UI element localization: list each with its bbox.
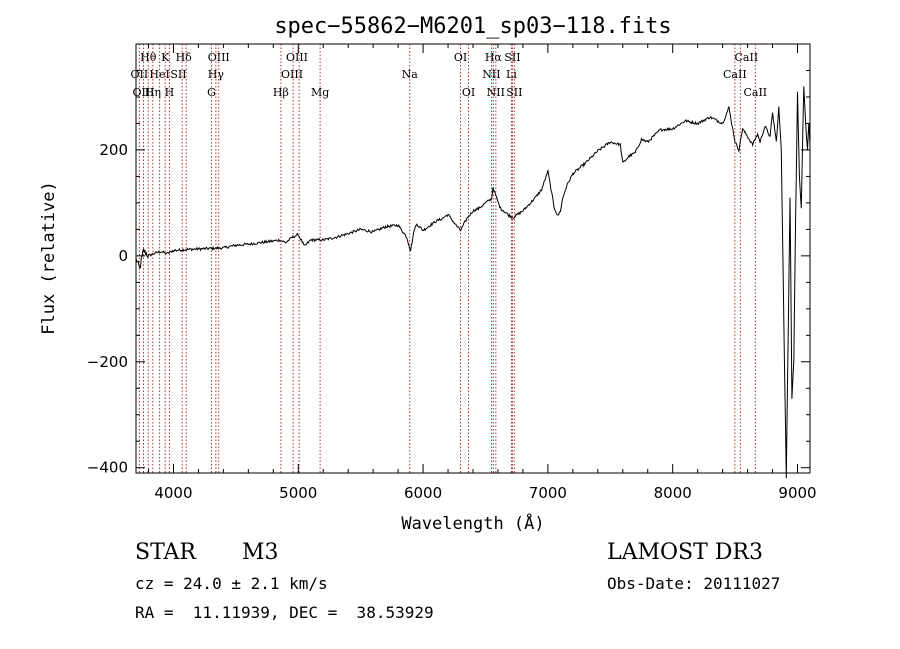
x-tick-label: 4000 xyxy=(154,484,192,502)
spectral-line-label: OIII xyxy=(281,68,303,81)
y-tick-label: −400 xyxy=(87,459,128,477)
spectral-line-label: Hθ xyxy=(140,51,157,64)
y-axis: −400 −200 0 200 xyxy=(87,69,810,477)
plot-frame xyxy=(135,43,811,474)
spectral-line-label: SII xyxy=(506,86,522,99)
spectrum-series xyxy=(135,86,811,479)
spectral-line-label: OIII xyxy=(208,51,230,64)
spectral-line-label: SII xyxy=(170,68,186,81)
x-tick-label: 8000 xyxy=(654,484,692,502)
spectral-line-label: NII xyxy=(482,68,500,81)
x-axis: 4000 5000 6000 7000 8000 9000 xyxy=(147,44,817,502)
object-subclass: M3 xyxy=(242,540,279,565)
spectral-line-label: CaII xyxy=(735,51,759,64)
y-tick-label: 0 xyxy=(118,247,128,265)
y-tick-label: −200 xyxy=(87,353,128,371)
spectral-line-label: NII xyxy=(487,86,505,99)
spectral-line-label: Li xyxy=(506,68,517,81)
y-tick-label: 200 xyxy=(99,141,128,159)
spectral-line-label: Hγ xyxy=(208,68,225,81)
x-tick-label: 6000 xyxy=(404,484,442,502)
spectral-line-label: OI xyxy=(462,86,475,99)
x-axis-label: Wavelength (Å) xyxy=(401,512,544,534)
spectral-line-label: OII xyxy=(131,68,149,81)
spectral-line-label: OIII xyxy=(132,86,154,99)
x-tick-label: 7000 xyxy=(529,484,567,502)
spectral-line-label: OIII xyxy=(286,51,308,64)
spectral-line-label: Na xyxy=(402,68,419,81)
spectral-line-label: Hη xyxy=(145,86,161,99)
spectrum-line xyxy=(135,86,811,479)
spectral-line-label: Hα xyxy=(485,51,503,64)
redshift-info: cz = 24.0 ± 2.1 km/s xyxy=(135,574,328,593)
x-tick-label: 5000 xyxy=(279,484,317,502)
spectral-line-label: Mg xyxy=(311,86,329,99)
spectral-line-label: Hβ xyxy=(273,86,289,99)
spectral-line-label: CaII xyxy=(743,86,767,99)
spectral-line-label: HeI xyxy=(149,68,169,81)
object-class: STAR xyxy=(135,540,196,565)
y-axis-label: Flux (relative) xyxy=(39,181,59,335)
spectral-line-label: K xyxy=(161,51,170,64)
chart-title: spec−55862−M6201_sp03−118.fits xyxy=(274,14,671,39)
obs-date: Obs-Date: 20111027 xyxy=(607,574,781,593)
survey-name: LAMOST DR3 xyxy=(607,540,763,565)
spectral-line-label: CaII xyxy=(723,68,747,81)
spectral-line-label: Hδ xyxy=(176,51,193,64)
spectral-line-label: G xyxy=(207,86,216,99)
spectral-line-markers xyxy=(138,44,756,473)
coordinates: RA = 11.11939, DEC = 38.53929 xyxy=(135,603,434,622)
x-tick-label: 9000 xyxy=(778,484,816,502)
spectral-line-label: OI xyxy=(454,51,467,64)
spectral-line-label: H xyxy=(165,86,175,99)
spectral-line-label: SII xyxy=(504,51,520,64)
